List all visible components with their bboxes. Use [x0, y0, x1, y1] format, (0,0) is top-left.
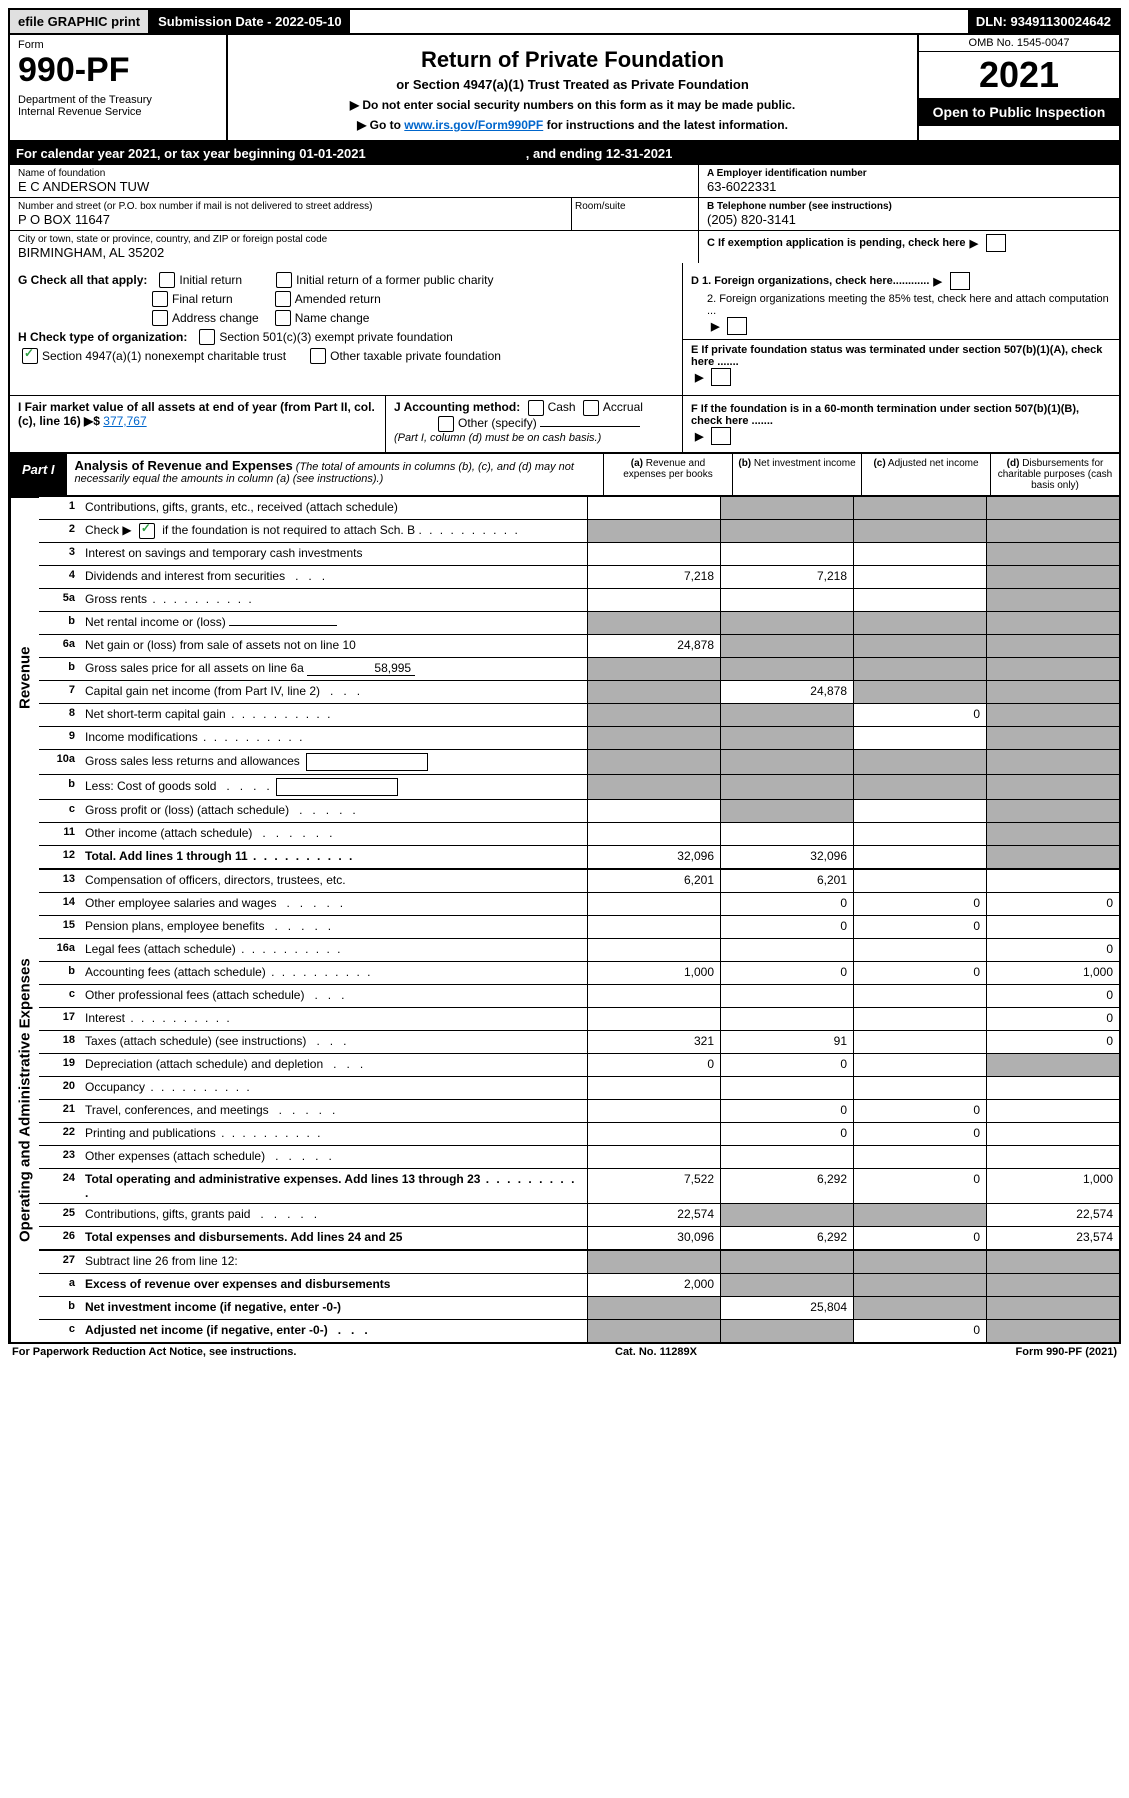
ein-value: 63-6022331: [707, 179, 1111, 194]
name-change-checkbox[interactable]: [275, 310, 291, 326]
other-method-checkbox[interactable]: [438, 416, 454, 432]
hi-row: I Fair market value of all assets at end…: [8, 396, 1121, 454]
paperwork-notice: For Paperwork Reduction Act Notice, see …: [12, 1346, 296, 1358]
address-change-checkbox[interactable]: [152, 310, 168, 326]
dln-label: DLN: 93491130024642: [968, 10, 1119, 33]
form-title: Return of Private Foundation: [236, 47, 909, 73]
dept-label: Department of the TreasuryInternal Reven…: [18, 94, 218, 118]
501c3-checkbox[interactable]: [199, 329, 215, 345]
ein-label: A Employer identification number: [707, 168, 1111, 179]
fmv-value: 377,767: [103, 414, 146, 428]
open-inspection: Open to Public Inspection: [919, 98, 1119, 126]
form-header: Form 990-PF Department of the TreasuryIn…: [8, 35, 1121, 142]
expenses-side-label: Operating and Administrative Expenses: [10, 858, 39, 1342]
d2-checkbox[interactable]: [727, 317, 747, 335]
street-value: P O BOX 11647: [18, 212, 563, 227]
submission-date: Submission Date - 2022-05-10: [150, 10, 350, 33]
final-return-checkbox[interactable]: [152, 291, 168, 307]
city-label: City or town, state or province, country…: [18, 234, 690, 245]
city-value: BIRMINGHAM, AL 35202: [18, 245, 690, 260]
phone-value: (205) 820-3141: [707, 212, 1111, 227]
calendar-year-row: For calendar year 2021, or tax year begi…: [8, 142, 1121, 165]
omb-number: OMB No. 1545-0047: [919, 35, 1119, 52]
page-footer: For Paperwork Reduction Act Notice, see …: [8, 1344, 1121, 1360]
schb-checkbox[interactable]: [139, 523, 155, 539]
c-checkbox[interactable]: [986, 234, 1006, 252]
street-label: Number and street (or P.O. box number if…: [18, 201, 563, 212]
room-label: Room/suite: [571, 198, 698, 231]
cat-number: Cat. No. 11289X: [296, 1346, 1015, 1358]
amended-return-checkbox[interactable]: [275, 291, 291, 307]
form-number: 990-PF: [18, 51, 218, 90]
tax-year: 2021: [919, 52, 1119, 98]
e-checkbox[interactable]: [711, 368, 731, 386]
cash-checkbox[interactable]: [528, 400, 544, 416]
part1-table: Revenue Operating and Administrative Exp…: [8, 497, 1121, 1344]
phone-label: B Telephone number (see instructions): [707, 201, 1111, 212]
initial-return-checkbox[interactable]: [159, 272, 175, 288]
d1-checkbox[interactable]: [950, 272, 970, 290]
form-subtitle: or Section 4947(a)(1) Trust Treated as P…: [236, 77, 909, 92]
accrual-checkbox[interactable]: [583, 400, 599, 416]
entity-info: Name of foundation E C ANDERSON TUW Numb…: [8, 165, 1121, 263]
form-ref: Form 990-PF (2021): [1016, 1346, 1118, 1358]
other-taxable-checkbox[interactable]: [310, 348, 326, 364]
check-section-g: G Check all that apply: Initial return I…: [8, 263, 1121, 396]
efile-label[interactable]: efile GRAPHIC print: [10, 10, 150, 33]
foundation-name: E C ANDERSON TUW: [18, 179, 690, 194]
foundation-name-label: Name of foundation: [18, 168, 690, 179]
top-bar: efile GRAPHIC print Submission Date - 20…: [8, 8, 1121, 35]
note-2: ▶ Go to www.irs.gov/Form990PF for instru…: [236, 118, 909, 132]
part-label: Part I: [10, 454, 67, 495]
part1-header: Part I Analysis of Revenue and Expenses …: [8, 454, 1121, 497]
f-checkbox[interactable]: [711, 427, 731, 445]
note-1: ▶ Do not enter social security numbers o…: [236, 98, 909, 112]
c-label: C If exemption application is pending, c…: [707, 237, 966, 249]
revenue-side-label: Revenue: [10, 497, 39, 858]
initial-former-checkbox[interactable]: [276, 272, 292, 288]
4947a1-checkbox[interactable]: [22, 348, 38, 364]
irs-link[interactable]: www.irs.gov/Form990PF: [404, 118, 543, 132]
form-label: Form: [18, 39, 218, 51]
